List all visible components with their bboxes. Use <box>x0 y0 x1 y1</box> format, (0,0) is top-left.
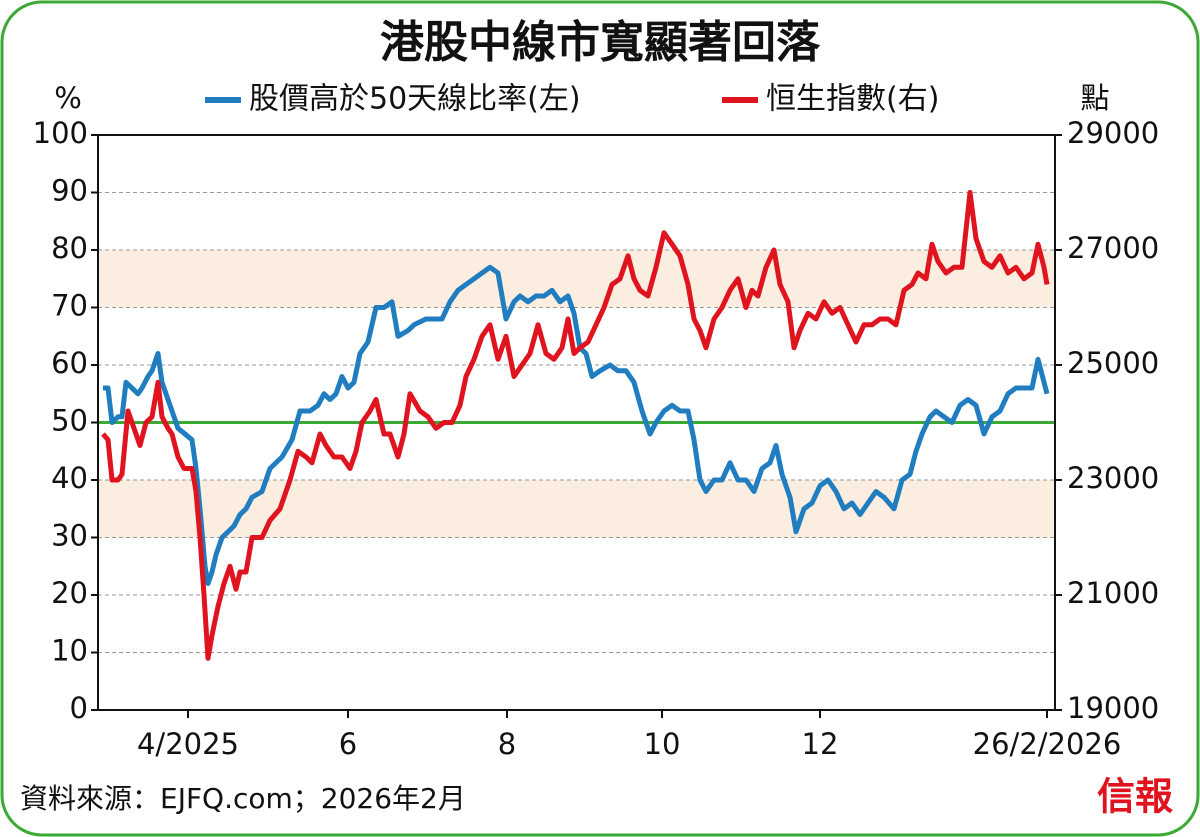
x-tick-label: 8 <box>498 727 516 761</box>
y-tick-label: 30 <box>51 519 88 553</box>
x-tick-label: 12 <box>802 727 839 761</box>
y-tick-label: 80 <box>51 231 88 265</box>
legend-label: 恒生指數(右) <box>766 82 939 117</box>
chart-title: 港股中線市寬顯著回落 <box>380 17 821 68</box>
x-tick-label: 6 <box>339 727 357 761</box>
y-tick-label: 0 <box>70 691 88 725</box>
y2-axis-label: 點 <box>1080 81 1109 115</box>
logo: 信報 <box>1097 774 1173 819</box>
y2-tick-label: 29000 <box>1067 116 1159 150</box>
x-tick-label: 4/2025 <box>137 727 239 761</box>
y-tick-label: 20 <box>51 576 88 610</box>
y-tick-label: 70 <box>51 289 88 323</box>
series-line <box>101 190 1050 661</box>
y2-tick-label: 21000 <box>1067 576 1159 610</box>
series-line <box>103 264 1050 586</box>
y2-tick-label: 27000 <box>1067 231 1159 265</box>
y-tick-label: 90 <box>51 174 88 208</box>
legend-label: 股價高於50天線比率(左) <box>249 82 581 117</box>
x-tick-label: 26/2/2026 <box>973 727 1122 761</box>
y-tick-label: 100 <box>33 116 88 150</box>
y2-tick-label: 19000 <box>1067 691 1159 725</box>
y-tick-label: 50 <box>51 404 88 438</box>
y-tick-label: 10 <box>51 634 88 668</box>
y-axis-label: % <box>54 81 82 115</box>
band <box>98 480 1055 538</box>
source: 資料來源：EJFQ.com；2026年2月 <box>20 782 466 815</box>
plot-frame <box>97 134 1056 711</box>
x-tick-label: 10 <box>644 727 681 761</box>
y2-tick-label: 25000 <box>1067 346 1159 380</box>
y2-tick-label: 23000 <box>1067 461 1159 495</box>
y-tick-label: 60 <box>51 346 88 380</box>
y-tick-label: 40 <box>51 461 88 495</box>
band <box>98 250 1055 308</box>
